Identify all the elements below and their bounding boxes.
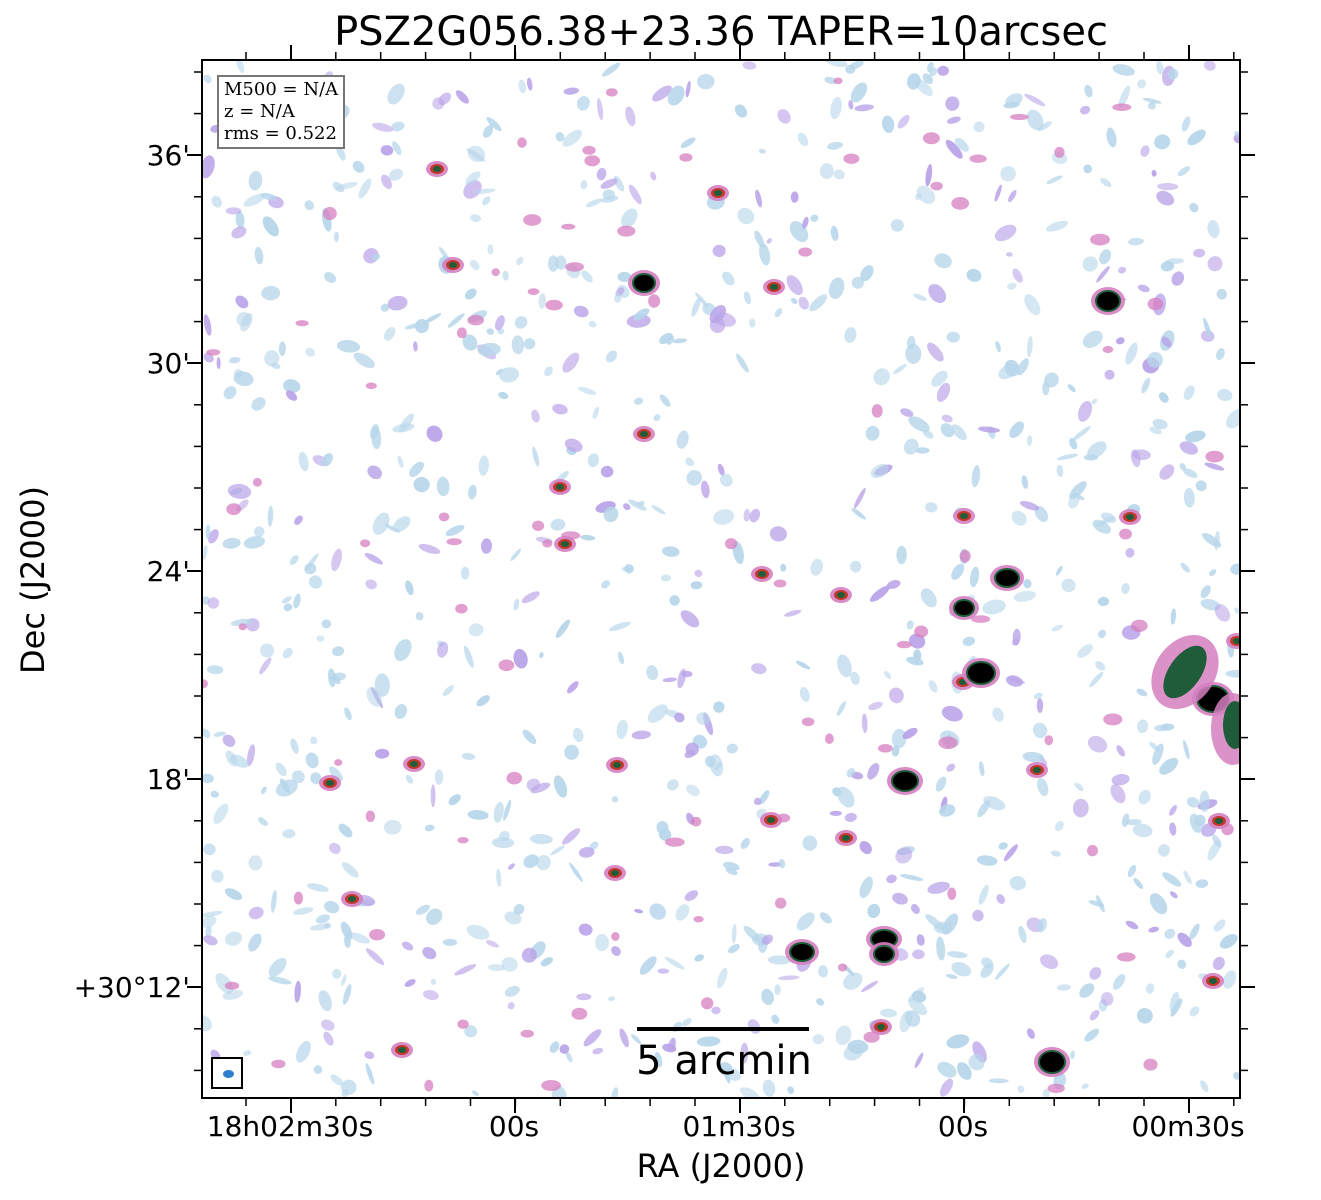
y-tick-label: 24' [146,555,190,588]
radio-map-panel[interactable]: M500 = N/A z = N/A rms = 0.522 5 arcmin [201,59,1241,1099]
extended-emission [1163,645,1207,699]
radio-source [556,484,564,490]
plot-title: PSZ2G056.38+23.36 TAPER=10arcsec [334,9,1108,55]
y-tick-label: 30' [146,347,190,380]
radio-source [837,592,845,598]
radio-source [767,817,775,823]
x-axis-title: RA (J2000) [636,1147,806,1185]
radio-source [877,1024,885,1030]
radio-source [398,1047,406,1053]
radio-source [348,896,356,902]
y-tick-label: 36' [146,139,190,172]
bright-radio-source [875,947,893,961]
radio-source [1215,818,1223,824]
y-tick-label: +30°12' [73,971,190,1004]
bright-radio-source [1040,1052,1064,1072]
bright-radio-source [968,663,994,683]
x-tick-label: 00s [488,1110,540,1143]
bright-radio-source [872,931,896,947]
beam-box [211,1057,243,1089]
bright-radio-source [1097,292,1119,310]
radio-source [433,166,441,172]
radio-source [1126,514,1134,520]
rms-text: rms = 0.522 [224,123,337,144]
x-tick-label: 00s [937,1110,989,1143]
radio-source [640,431,648,437]
bright-radio-source [634,275,654,291]
radio-source [410,761,418,767]
x-tick-label: 00m30s [1131,1110,1245,1143]
beam-ellipse-icon [223,1070,234,1078]
radio-source [326,780,334,786]
x-tick-label: 01m30s [682,1110,796,1143]
radio-source [1033,767,1041,773]
radio-map-image [203,61,1239,1097]
radio-source [714,190,722,196]
bright-radio-source [791,944,813,960]
radio-source [611,870,619,876]
bright-radio-source [893,772,917,790]
y-tick-label: 18' [146,763,190,796]
radio-source [758,571,766,577]
radio-source [1209,978,1217,984]
redshift-text: z = N/A [224,101,295,122]
radio-source [842,835,850,841]
radio-source [770,284,778,290]
radio-source [613,762,621,768]
radio-source [449,262,457,268]
radio-source [561,541,569,547]
m500-text: M500 = N/A [224,79,339,100]
noise-layer [203,61,1239,1097]
y-axis-title: Dec (J2000) [14,486,52,674]
extended-emission [1223,701,1239,749]
radio-source [1233,638,1239,644]
scale-bar-label: 5 arcmin [636,1038,812,1084]
scale-bar [637,1027,809,1031]
cluster-info-box: M500 = N/A z = N/A rms = 0.522 [217,75,346,149]
bright-radio-source [955,601,973,615]
x-tick-label: 18h02m30s [206,1110,374,1143]
bright-radio-source [996,570,1018,586]
radio-source [960,513,968,519]
